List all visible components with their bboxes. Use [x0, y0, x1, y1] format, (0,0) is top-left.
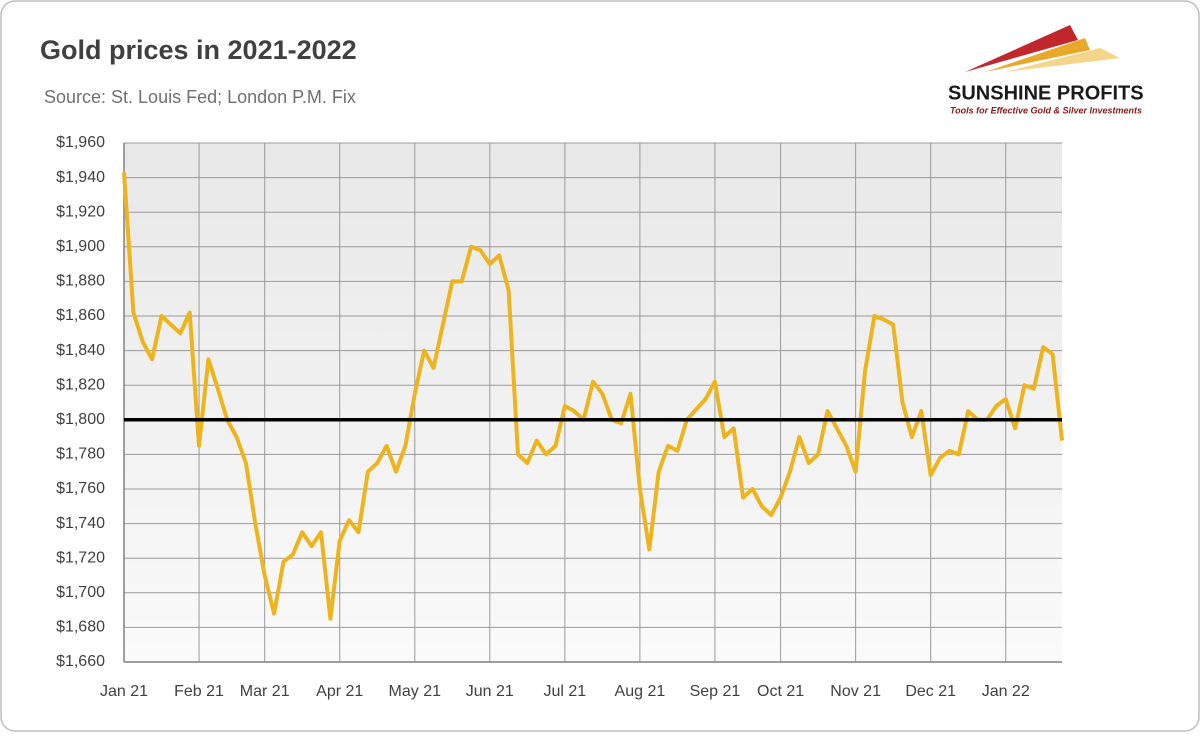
- y-tick-label: $1,880: [56, 273, 105, 290]
- price-line: [122, 172, 1064, 621]
- x-tick-label: Apr 21: [316, 683, 363, 700]
- x-tick-label: Jan 21: [100, 683, 148, 700]
- chart-title: Gold prices in 2021-2022: [40, 35, 357, 65]
- logo-swoosh: [1005, 48, 1120, 72]
- x-tick-label: Jul 21: [544, 683, 587, 700]
- y-tick-label: $1,840: [56, 342, 105, 359]
- y-tick-label: $1,740: [56, 515, 105, 532]
- y-tick-label: $1,920: [56, 203, 105, 220]
- y-tick-label: $1,900: [56, 238, 105, 255]
- x-tick-label: Dec 21: [905, 683, 956, 700]
- x-tick-label: Mar 21: [240, 683, 290, 700]
- y-tick-label: $1,700: [56, 584, 105, 601]
- logo-swoosh: [965, 25, 1078, 72]
- y-tick-label: $1,860: [56, 307, 105, 324]
- x-tick-label: Sep 21: [690, 683, 741, 700]
- x-tick-label: Nov 21: [830, 683, 881, 700]
- y-tick-label: $1,820: [56, 376, 105, 393]
- x-tick-label: Oct 21: [757, 683, 804, 700]
- y-tick-label: $1,760: [56, 480, 105, 497]
- x-tick-label: Jun 21: [466, 683, 514, 700]
- y-tick-label: $1,960: [56, 134, 105, 151]
- logo-swoosh: [985, 38, 1090, 72]
- logo-tagline: Tools for Effective Gold & Silver Invest…: [950, 105, 1142, 115]
- y-tick-label: $1,800: [56, 411, 105, 428]
- y-tick-label: $1,720: [56, 549, 105, 566]
- x-tick-label: Aug 21: [615, 683, 666, 700]
- logo-name: SUNSHINE PROFITS: [948, 82, 1144, 104]
- x-tick-label: May 21: [389, 683, 442, 700]
- y-tick-label: $1,660: [56, 653, 105, 670]
- x-tick-label: Jan 22: [982, 683, 1030, 700]
- logo: SUNSHINE PROFITS Tools for Effective Gol…: [948, 25, 1144, 115]
- chart-subtitle: Source: St. Louis Fed; London P.M. Fix: [44, 87, 356, 107]
- y-tick-label: $1,940: [56, 169, 105, 186]
- y-tick-label: $1,780: [56, 446, 105, 463]
- x-tick-label: Feb 21: [174, 683, 224, 700]
- y-tick-label: $1,680: [56, 619, 105, 636]
